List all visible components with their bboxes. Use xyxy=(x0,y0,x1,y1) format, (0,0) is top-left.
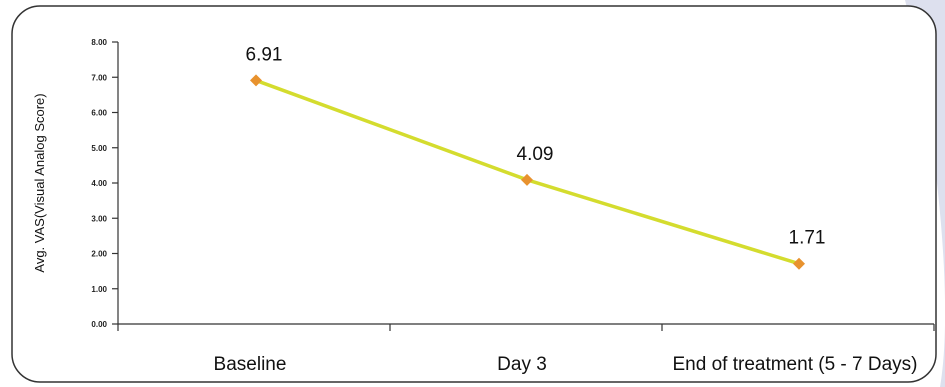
y-tick-label: 3.00 xyxy=(91,214,107,223)
data-label: 6.91 xyxy=(246,44,283,65)
data-point-marker xyxy=(250,74,262,87)
y-tick-label: 5.00 xyxy=(91,144,107,153)
x-category-label: Baseline xyxy=(214,354,287,375)
y-axis-title: Avg. VAS(Visual Analog Score) xyxy=(32,93,47,272)
data-point-marker xyxy=(521,173,533,186)
x-category-label: Day 3 xyxy=(497,354,547,375)
y-tick-label: 8.00 xyxy=(91,38,107,47)
data-point-marker xyxy=(793,257,805,270)
y-tick-label: 4.00 xyxy=(91,179,107,188)
y-axis: 0.00 1.00 2.00 3.00 4.00 5.00 6.00 7.00 8.00 xyxy=(91,38,119,329)
y-tick-label: 7.00 xyxy=(91,73,107,82)
y-tick-label: 6.00 xyxy=(91,109,107,118)
chart-frame xyxy=(11,5,937,383)
series-group: 6.91 4.09 1.71 xyxy=(246,44,826,270)
y-tick-label: 2.00 xyxy=(91,250,107,259)
x-axis: Baseline Day 3 End of treatment (5 - 7 Day… xyxy=(117,323,935,375)
y-tick-label: 0.00 xyxy=(91,320,107,329)
data-label: 4.09 xyxy=(517,144,554,165)
x-category-label: End of treatment (5 - 7 Days) xyxy=(673,354,918,375)
y-tick-label: 1.00 xyxy=(91,285,107,294)
data-label: 1.71 xyxy=(789,228,826,249)
